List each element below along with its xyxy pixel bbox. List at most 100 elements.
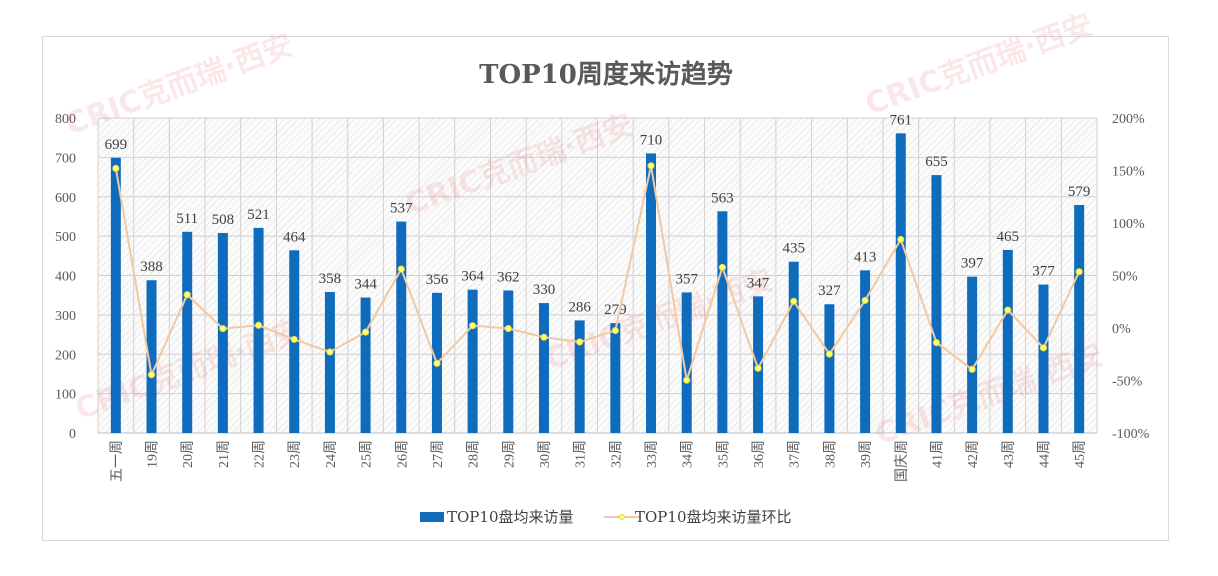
x-tick-label: 30周 (538, 440, 553, 468)
x-tick-label: 22周 (253, 440, 268, 468)
bar (610, 323, 621, 433)
ratio-point (576, 338, 584, 346)
ratio-point (932, 338, 941, 347)
chart-title: TOP10周度来访趋势 (479, 59, 733, 90)
x-tick-label: 25周 (360, 440, 375, 468)
x-tick-label: 27周 (431, 440, 446, 468)
x-tick-label: 38周 (823, 440, 838, 468)
x-tick-label: 36周 (752, 440, 767, 468)
x-tick-label: 31周 (574, 440, 589, 468)
bar (467, 289, 478, 433)
bar-data-label: 435 (782, 241, 805, 257)
legend-bar-label: TOP10盘均来访量 (447, 508, 573, 526)
bar-data-label: 397 (961, 256, 984, 272)
ratio-point (754, 364, 762, 372)
bar (253, 227, 264, 433)
x-tick-label: 42周 (966, 440, 981, 468)
bar (360, 297, 371, 433)
bar (1074, 205, 1085, 433)
x-tick-label: 26周 (395, 440, 410, 468)
bar-data-label: 579 (1068, 184, 1091, 200)
x-tick-label: 五一周 (110, 440, 125, 482)
bar-data-label: 511 (176, 211, 198, 227)
bar-data-label: 465 (997, 229, 1020, 245)
bar-data-label: 388 (140, 259, 163, 275)
ratio-point (147, 371, 156, 379)
ratio-point (1039, 344, 1048, 352)
bar (1038, 284, 1049, 433)
bar-data-label: 710 (640, 132, 663, 148)
bar (717, 211, 728, 433)
x-tick-label: 43周 (1002, 440, 1017, 468)
ratio-point (183, 291, 191, 299)
bar (538, 303, 549, 433)
y-right-tick-label: -50% (1112, 375, 1143, 390)
bar-data-label: 377 (1032, 264, 1055, 280)
legend-line-marker (619, 514, 625, 520)
x-tick-label: 33周 (645, 440, 660, 468)
x-tick-label: 39周 (859, 440, 874, 468)
ratio-point (968, 365, 976, 373)
bar-data-label: 508 (212, 212, 235, 228)
bar-data-label: 655 (925, 154, 948, 170)
y-right-tick-label: 200% (1112, 112, 1145, 127)
bar (860, 270, 871, 433)
x-tick-label: 20周 (181, 440, 196, 468)
ratio-point (790, 297, 798, 305)
y-left-tick-label: 400 (55, 270, 76, 285)
bar-data-label: 279 (604, 302, 627, 318)
y-left-tick-label: 800 (55, 112, 76, 127)
ratio-point (861, 296, 869, 304)
ratio-point (1075, 268, 1083, 276)
x-tick-label: 23周 (288, 440, 303, 468)
legend-bar-swatch (420, 512, 444, 522)
bar-data-label: 362 (497, 269, 520, 285)
y-right-tick-label: 100% (1112, 217, 1145, 232)
bar (503, 290, 514, 433)
ratio-point (718, 263, 726, 272)
ratio-line (114, 165, 1081, 381)
bar-data-label: 413 (854, 249, 877, 265)
bar-data-label: 357 (675, 271, 698, 287)
bar (931, 175, 942, 433)
bar-data-label: 347 (747, 275, 770, 291)
x-tick-label: 35周 (716, 440, 731, 468)
ratio-point (504, 324, 512, 333)
y-left-tick-label: 600 (55, 191, 76, 206)
bar (753, 296, 764, 433)
bar (646, 153, 657, 433)
ratio-point (1004, 306, 1012, 314)
bar-data-label: 699 (105, 137, 128, 153)
ratio-point (469, 322, 477, 330)
y-left-tick-label: 700 (55, 151, 76, 166)
y-left-tick-label: 300 (55, 309, 76, 324)
ratio-point (897, 235, 905, 244)
chart-frame (42, 36, 1169, 541)
y-left-tick-label: 100 (55, 388, 76, 403)
bar (1002, 249, 1013, 433)
ratio-point (683, 376, 691, 384)
ratio-point (433, 359, 441, 367)
bar (182, 231, 193, 433)
x-tick-label: 28周 (467, 440, 482, 468)
ratio-point (825, 350, 834, 358)
y-right-tick-label: 150% (1112, 165, 1145, 180)
bar (110, 157, 121, 434)
ratio-point (290, 335, 298, 344)
bar-data-label: 358 (319, 271, 342, 287)
ratio-point (219, 325, 227, 333)
bar-data-label: 327 (818, 283, 841, 299)
x-tick-label: 21周 (217, 440, 232, 468)
bar (324, 292, 335, 433)
x-tick-label: 34周 (681, 440, 696, 468)
x-tick-label: 44周 (1037, 440, 1052, 468)
y-left-tick-label: 0 (69, 427, 76, 442)
x-tick-label: 41周 (930, 440, 945, 468)
x-tick-label: 29周 (502, 440, 517, 468)
bar-data-label: 761 (890, 112, 913, 128)
x-tick-label: 国庆周 (894, 440, 910, 482)
ratio-point (397, 265, 405, 273)
ratio-point (326, 348, 334, 356)
bar-data-label: 356 (426, 272, 449, 288)
